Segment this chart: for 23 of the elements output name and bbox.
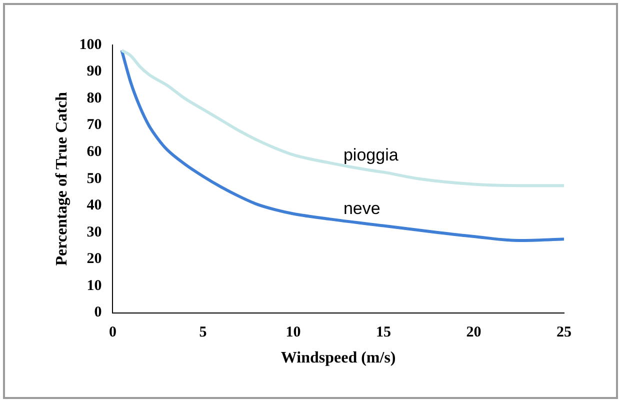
- y-tick-label: 70: [86, 117, 102, 134]
- line-series: [120, 48, 564, 188]
- y-tick-label: 10: [86, 278, 102, 294]
- y-tick-label: 90: [86, 64, 102, 80]
- x-axis-title: Windspeed (m/s): [280, 350, 396, 367]
- y-tick-label: 100: [79, 36, 102, 53]
- y-tick-label: 20: [86, 251, 102, 268]
- x-tick-label: 5: [199, 324, 207, 341]
- y-tick-label: 40: [86, 198, 102, 214]
- y-tick-label: 60: [86, 144, 102, 160]
- y-tick-label: 50: [86, 170, 102, 187]
- line-series: [120, 48, 564, 242]
- x-tick-label: 15: [376, 324, 391, 341]
- x-tick-label: 25: [556, 324, 572, 341]
- x-tick-label: 10: [286, 324, 301, 341]
- y-tick-label: 80: [86, 90, 102, 106]
- x-tick-label: 0: [108, 324, 116, 341]
- y-tick-label: 30: [86, 224, 102, 240]
- y-axis-title: Percentage of True Catch: [54, 92, 71, 266]
- x-tick-label: 20: [466, 324, 482, 341]
- series-label: pioggia: [343, 145, 399, 164]
- y-tick-label: 0: [94, 304, 102, 321]
- series-label: neve: [343, 198, 380, 218]
